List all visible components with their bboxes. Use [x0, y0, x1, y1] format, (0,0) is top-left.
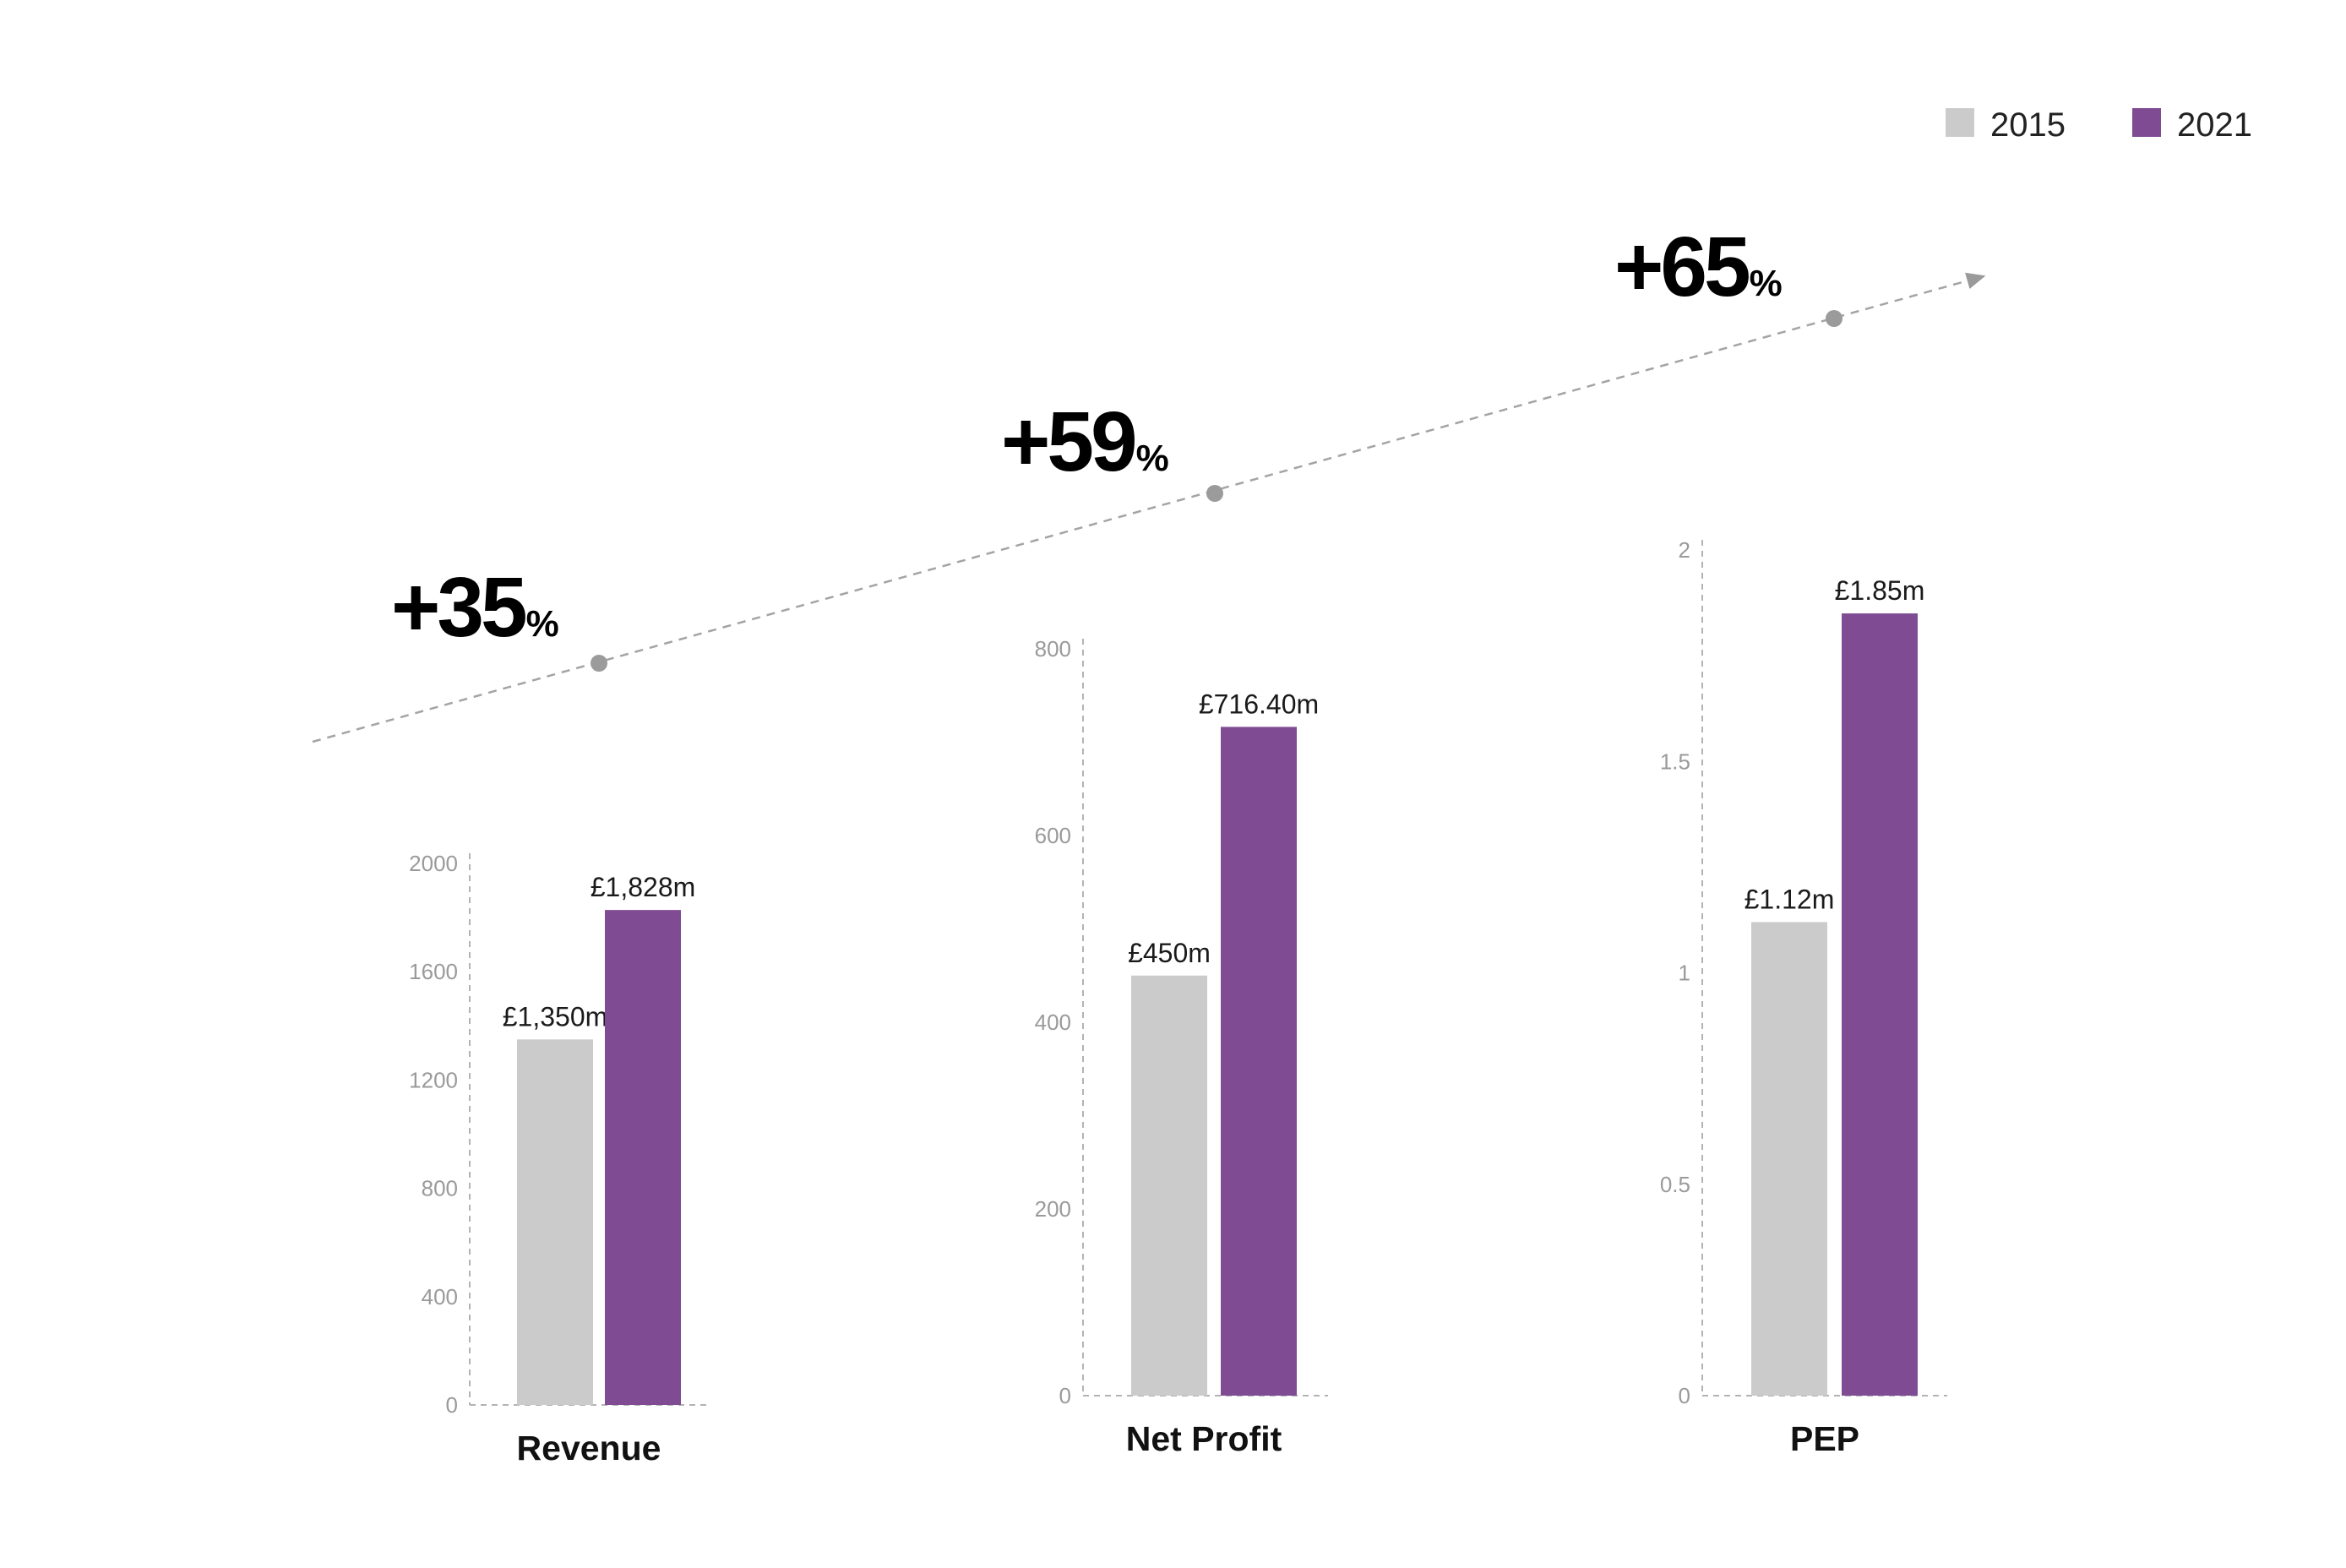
growth-unit-pep: %: [1750, 263, 1783, 304]
bar-net-profit-2015: [1131, 975, 1207, 1396]
data-label-revenue-2021: £1,828m: [591, 872, 696, 902]
y-tick-label-revenue: 1600: [409, 959, 458, 984]
y-tick-label-revenue: 800: [422, 1176, 458, 1201]
legend-label-2021: 2021: [2177, 106, 2252, 144]
legend: 2015 2021: [1946, 106, 2252, 144]
growth-unit-net-profit: %: [1136, 438, 1169, 479]
data-label-revenue-2015: £1,350m: [503, 1001, 608, 1032]
data-label-net-profit-2021: £716.40m: [1199, 689, 1319, 719]
y-tick-label-pep: 0.5: [1660, 1172, 1690, 1197]
bar-revenue-2021: [605, 910, 681, 1405]
bar-net-profit-2021: [1221, 727, 1297, 1396]
growth-label-pep: +65%: [1614, 220, 1783, 314]
data-label-pep-2021: £1.85m: [1835, 575, 1925, 606]
trend-point-net-profit: [1206, 485, 1223, 502]
y-tick-label-net-profit: 600: [1035, 823, 1071, 848]
y-tick-label-pep: 2: [1679, 537, 1690, 563]
y-tick-label-net-profit: 800: [1035, 636, 1071, 662]
category-label-pep: PEP: [1790, 1419, 1859, 1458]
y-tick-label-revenue: 0: [446, 1392, 458, 1418]
legend-swatch-2015: [1946, 108, 1974, 137]
trend-point-pep: [1826, 310, 1843, 327]
growth-value-revenue: +35: [391, 560, 525, 655]
bar-panel-revenue: 0 400 800 1200 1600 2000 £1,350m £1,828m Revenue: [409, 851, 706, 1467]
y-tick-label-pep: 1.5: [1660, 749, 1690, 774]
legend-label-2015: 2015: [1990, 106, 2066, 144]
y-tick-label-net-profit: 0: [1059, 1383, 1071, 1408]
bar-panels: 0400800120016002000£1,350m£1,828mRevenue…: [409, 537, 1947, 1467]
bar-panel-net-profit: 0 200 400 600 800 £450m £716.40m Net Profit: [1035, 636, 1328, 1458]
bar-revenue-2015: [517, 1039, 593, 1405]
y-tick-label-revenue: 400: [422, 1284, 458, 1309]
growth-unit-revenue: %: [526, 603, 559, 645]
y-tick-label-net-profit: 200: [1035, 1196, 1071, 1222]
trend-line: [312, 272, 1986, 743]
bar-pep-2015: [1751, 922, 1827, 1396]
bar-pep-2021: [1842, 613, 1918, 1396]
legend-swatch-2021: [2132, 108, 2161, 137]
y-tick-label-net-profit: 400: [1035, 1010, 1071, 1035]
growth-value-pep: +65: [1614, 220, 1749, 314]
y-tick-label-pep: 0: [1679, 1383, 1690, 1408]
growth-value-net-profit: +59: [1001, 395, 1135, 489]
bar-panel-pep: 0 0.5 1 1.5 2 £1.12m £1.85m PEP: [1660, 537, 1947, 1458]
y-tick-label-pep: 1: [1679, 961, 1690, 986]
category-label-revenue: Revenue: [517, 1429, 661, 1467]
data-label-pep-2015: £1.12m: [1745, 884, 1835, 914]
category-label-net-profit: Net Profit: [1126, 1419, 1282, 1458]
data-label-net-profit-2015: £450m: [1128, 938, 1211, 968]
trend-point-revenue: [591, 655, 607, 672]
y-tick-label-revenue: 1200: [409, 1067, 458, 1092]
growth-label-revenue: +35%: [391, 560, 559, 655]
growth-label-net-profit: +59%: [1001, 395, 1169, 489]
y-tick-label-revenue: 2000: [409, 851, 458, 876]
